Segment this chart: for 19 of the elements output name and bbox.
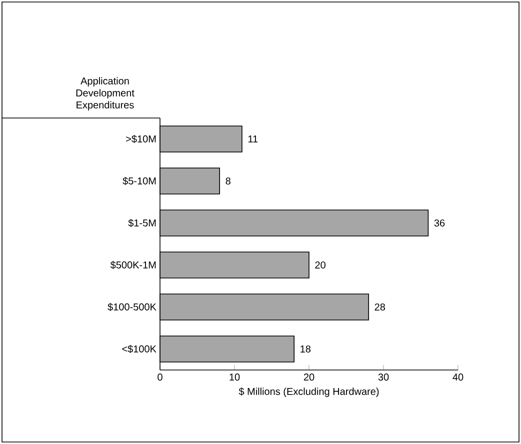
data-label: 28: [374, 303, 386, 311]
data-label: 36: [434, 219, 445, 227]
data-label: 20: [315, 261, 326, 269]
y-tick-label: $500K-1M: [110, 260, 156, 270]
y-tick-label: $100-500K: [108, 302, 156, 312]
x-axis-title: $ Millions (Excluding Hardware): [238, 387, 379, 397]
x-tick-label: 20: [304, 374, 314, 381]
y-tick-label: $5-10M: [122, 176, 156, 186]
y-tick-label: <$100K: [122, 344, 156, 354]
data-label: 18: [300, 345, 311, 353]
x-tick-label: 40: [452, 374, 464, 381]
x-tick-label: 10: [230, 374, 240, 381]
chart-title: Application Development Expenditures: [76, 77, 134, 110]
y-tick-label: $1-5M: [128, 218, 156, 228]
data-label: 8: [226, 177, 230, 185]
x-tick-label: 30: [378, 374, 389, 381]
data-label: 11: [248, 136, 258, 142]
y-tick-label: >$10M: [126, 134, 156, 144]
x-tick-label: 0: [158, 374, 162, 381]
